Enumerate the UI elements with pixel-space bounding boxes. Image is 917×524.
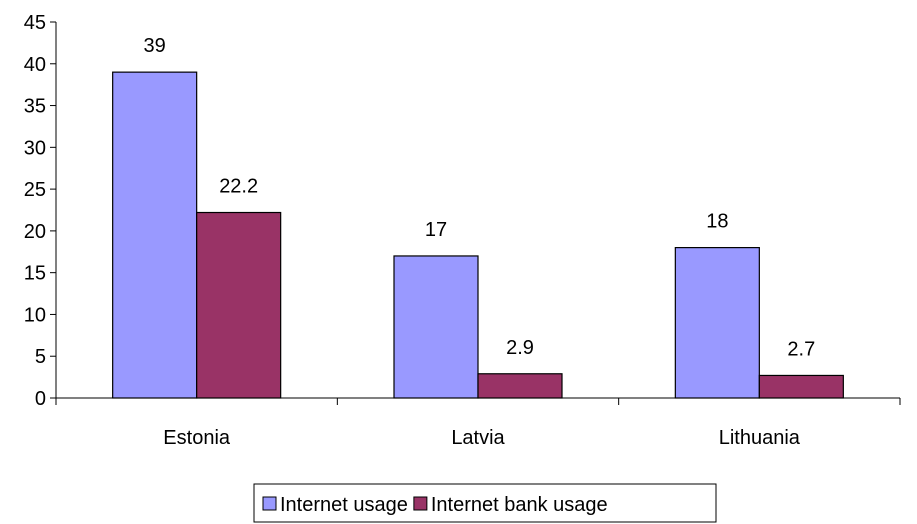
y-tick-label: 45 [24, 12, 46, 34]
x-category-label: Latvia [451, 427, 505, 449]
y-tick-label: 30 [24, 137, 46, 159]
legend-label: Internet usage [280, 494, 408, 516]
y-tick-label: 0 [35, 388, 46, 410]
y-tick-label: 5 [35, 346, 46, 368]
legend-swatch [413, 496, 428, 511]
y-axis: 0 5 10 15 20 25 30 35 40 45 [24, 12, 57, 410]
data-label: 39 [144, 35, 166, 57]
bar-internet-bank-usage-latvia [477, 373, 563, 399]
bar-internet-usage-latvia [393, 255, 479, 399]
legend-box [253, 483, 717, 523]
y-tick-label: 20 [24, 221, 46, 243]
y-tick-label: 40 [24, 54, 46, 76]
data-labels: 39 22.2 17 2.9 18 2.7 [144, 35, 816, 360]
data-label: 18 [706, 211, 728, 233]
bar-internet-usage-lithuania [674, 247, 760, 399]
legend-label: Internet bank usage [431, 494, 608, 516]
bars [112, 71, 844, 399]
y-tick-label: 25 [24, 179, 46, 201]
bar-internet-usage-estonia [112, 71, 198, 399]
bar-internet-bank-usage-lithuania [758, 374, 844, 399]
y-tick-label: 35 [24, 96, 46, 118]
data-label: 2.7 [787, 338, 815, 360]
legend: Internet usage Internet bank usage [253, 483, 717, 523]
y-tick-label: 15 [24, 263, 46, 285]
x-category-label: Lithuania [719, 427, 801, 449]
bar-internet-bank-usage-estonia [196, 211, 282, 399]
data-label: 2.9 [506, 337, 534, 359]
x-category-label: Estonia [163, 427, 231, 449]
data-label: 22.2 [219, 176, 258, 198]
legend-swatch [262, 496, 277, 511]
x-axis: Estonia Latvia Lithuania [55, 397, 901, 449]
data-label: 17 [425, 219, 447, 241]
y-tick-label: 10 [24, 304, 46, 326]
